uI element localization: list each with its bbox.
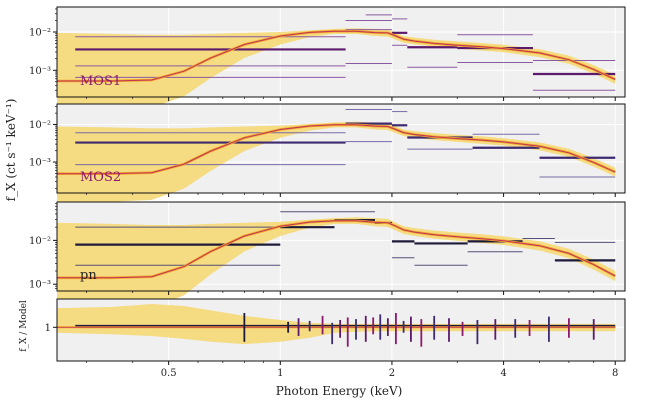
model-curve: [57, 30, 616, 82]
y-tick-label: 1: [45, 323, 51, 334]
x-tick-label: 2: [389, 368, 395, 379]
panel-label-MOS1: MOS1: [80, 74, 121, 89]
y-tick-label: 10⁻²: [29, 120, 51, 131]
x-tick-label: 1: [277, 368, 283, 379]
panel-frame: [56, 201, 626, 292]
x-tick-label: 0.5: [161, 368, 177, 379]
y-tick-label: 10⁻²: [29, 27, 51, 38]
panels-layer: MOS1 10⁻³ 10⁻² MOS2 10⁻³ 10⁻² pn 10⁻³ 10⁻² 1 0.5 1 2…: [29, 6, 626, 379]
x-axis-title: Photon Energy (keV): [276, 384, 403, 398]
y-tick-label: 10⁻²: [29, 236, 51, 247]
panel-label-MOS2: MOS2: [80, 170, 121, 185]
ratio-y-axis-title: f_X / Model: [19, 300, 29, 352]
ratio-band: [57, 304, 616, 345]
model-curve: [57, 220, 616, 279]
y-tick-label: 10⁻³: [29, 158, 51, 169]
model-curve: [57, 124, 616, 175]
panel-frame: [56, 298, 626, 362]
y-tick-label: 10⁻³: [29, 66, 51, 77]
panel-label-pn: pn: [80, 268, 97, 283]
panel-frame: [56, 103, 626, 194]
y-axis-title: f_X (ct s⁻¹ keV⁻¹): [4, 99, 18, 202]
x-tick-label: 8: [612, 368, 618, 379]
panel-MOS2: MOS2 10⁻³ 10⁻²: [29, 103, 626, 202]
panel-pn: pn 10⁻³ 10⁻²: [29, 201, 626, 311]
panel-ratio: 1 0.5 1 2 4 8: [45, 298, 626, 379]
panel-MOS1: MOS1 10⁻³ 10⁻²: [29, 6, 626, 110]
x-tick-label: 4: [500, 368, 506, 379]
y-tick-label: 10⁻³: [29, 280, 51, 291]
